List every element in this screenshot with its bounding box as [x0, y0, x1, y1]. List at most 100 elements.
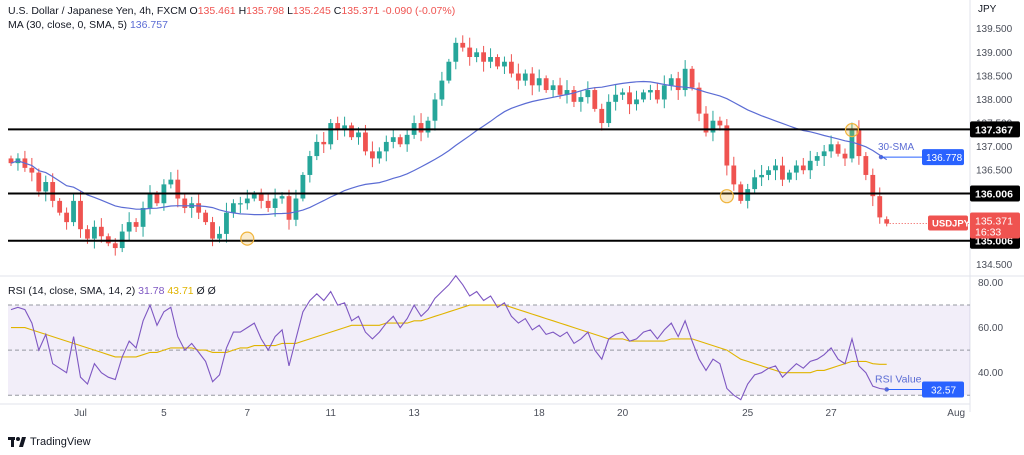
candle-body: [495, 57, 500, 67]
tradingview-brand: TradingView: [30, 436, 91, 448]
candle-body: [71, 200, 76, 223]
candle-body: [390, 137, 396, 142]
candle-body: [231, 203, 236, 213]
candle-body: [432, 99, 438, 121]
candle-body: [481, 52, 486, 62]
candle-body: [383, 141, 389, 152]
candle-body: [98, 226, 104, 237]
candle-body: [641, 92, 646, 100]
candle-body: [884, 219, 890, 224]
candle-body: [112, 243, 118, 249]
candle-body: [307, 156, 313, 175]
candle-body: [370, 151, 375, 159]
candle-body: [328, 123, 334, 145]
price-tick-label: 137.000: [976, 142, 1013, 153]
tradingview-logo-icon: [8, 436, 26, 447]
candle-body: [314, 141, 320, 157]
candle-body: [592, 90, 598, 109]
candle-body: [217, 233, 222, 239]
price-tick-label: 136.500: [976, 166, 1013, 177]
level-price-label: 137.367: [975, 124, 1013, 136]
tradingview-logo[interactable]: TradingView: [8, 436, 91, 448]
candle-body: [140, 207, 146, 227]
touch-marker: [844, 123, 860, 138]
candle-body: [606, 101, 612, 124]
candle-body: [474, 52, 480, 58]
time-tick-label: 27: [826, 408, 838, 419]
candle-body: [85, 229, 90, 239]
candle-body: [8, 158, 14, 164]
candle-body: [682, 68, 688, 91]
candle-body: [210, 222, 215, 239]
candle-body: [349, 125, 354, 138]
price-tick-label: 139.000: [976, 48, 1013, 59]
candle-body: [356, 132, 361, 138]
candle-body: [870, 174, 876, 197]
time-tick-label: Aug: [947, 408, 965, 419]
candle-body: [668, 78, 674, 86]
candle-body: [286, 196, 292, 220]
candle-body: [133, 222, 139, 227]
symbol-tag: [928, 215, 968, 231]
currency-label: JPY: [978, 4, 997, 15]
ohlc-close: 135.371: [341, 5, 380, 17]
candle-body: [488, 57, 493, 62]
candle-body: [877, 196, 883, 218]
rsi-ma-line: [11, 304, 887, 374]
candle-body: [321, 141, 327, 145]
rsi-legend-ma-value: 43.71: [167, 285, 194, 297]
candle-body: [147, 193, 153, 208]
candle-body: [585, 90, 591, 98]
candle-body: [425, 120, 431, 133]
candle-body: [731, 165, 737, 185]
candle-body: [439, 80, 445, 100]
sma-30-line: [10, 80, 888, 216]
ohlc-open: 135.461: [197, 5, 236, 17]
price-tick-label: 138.000: [976, 95, 1013, 106]
candle-body: [175, 179, 181, 199]
candle-body: [766, 170, 771, 175]
candle-body: [800, 165, 806, 171]
candle-body: [244, 198, 250, 204]
rsi-value-label: 32.57: [931, 385, 956, 396]
candle-body: [92, 226, 97, 239]
candle-body: [661, 85, 667, 100]
ma-legend-label: MA (30, close, 0, SMA, 5): [8, 19, 128, 31]
candle-body: [300, 174, 306, 199]
candle-body: [689, 68, 695, 88]
candle-body: [342, 125, 347, 131]
candle-body: [251, 193, 257, 199]
touch-marker: [240, 231, 255, 246]
candle-body: [745, 189, 751, 201]
candle-body: [654, 90, 660, 100]
rsi-legend-value: 31.78: [138, 285, 165, 297]
candle-body: [168, 179, 174, 185]
candle-body: [453, 42, 459, 62]
candle-body: [696, 87, 702, 114]
time-tick-label: 7: [245, 408, 251, 419]
candle-body: [335, 123, 341, 131]
candle-body: [196, 203, 202, 213]
candle-body: [467, 47, 473, 58]
candle-body: [557, 85, 563, 95]
sma-annotation-label: 30-SMA: [878, 142, 914, 153]
candle-body: [849, 130, 855, 159]
current-price-label: 135.371: [975, 215, 1013, 227]
touch-marker: [719, 189, 734, 204]
ohlc-low-label: L: [287, 5, 293, 17]
candle-body: [724, 125, 730, 166]
candle-body: [710, 120, 716, 133]
candle-body: [446, 61, 452, 81]
candle-body: [863, 156, 869, 175]
candle-body: [237, 203, 243, 205]
ma-legend-value: 136.757: [129, 19, 168, 31]
rsi-legend-label: RSI (14, close, SMA, 14, 2): [8, 285, 136, 297]
candle-body: [182, 198, 188, 208]
price-tick-label: 134.500: [976, 260, 1013, 271]
candle-body: [57, 200, 63, 213]
candle-body: [578, 97, 584, 102]
candle-body: [376, 151, 382, 159]
time-tick-label: Jul: [74, 408, 87, 419]
candle-body: [571, 90, 577, 102]
